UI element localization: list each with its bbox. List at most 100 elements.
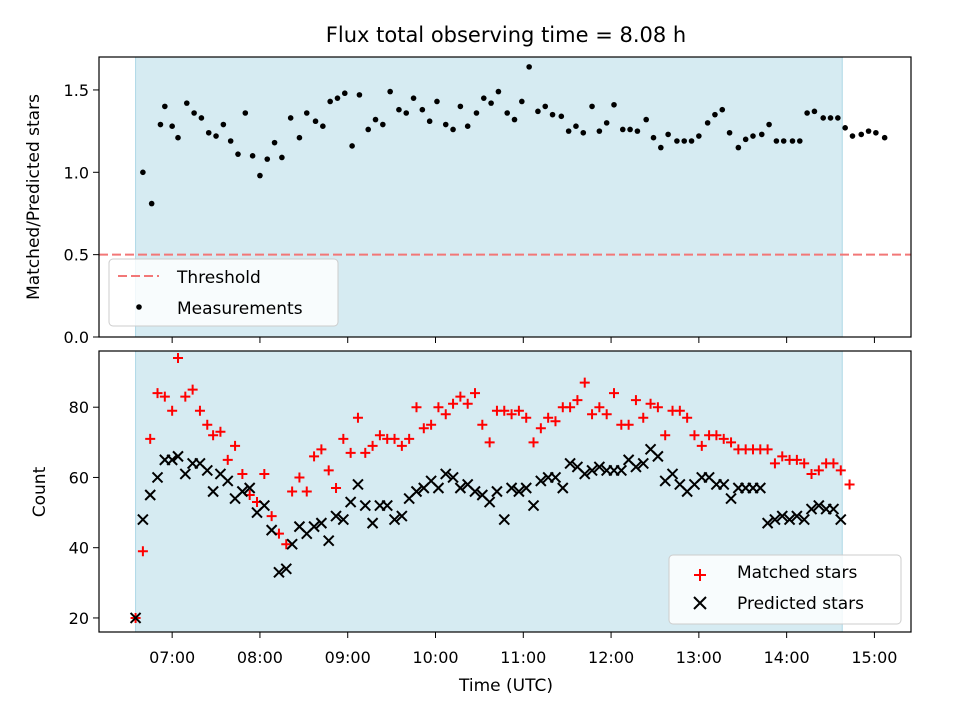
measurement-point: [349, 143, 355, 149]
measurement-point: [169, 123, 175, 129]
matched-star-point: [572, 395, 583, 406]
matched-star-point: [222, 454, 233, 465]
matched-star-point: [152, 388, 163, 399]
measurement-point: [312, 118, 319, 125]
measurement-point: [842, 125, 848, 131]
matched-star-point: [418, 423, 429, 434]
measurement-point: [643, 116, 649, 123]
measurement-point: [410, 95, 417, 101]
measurement-point: [558, 113, 565, 120]
measurement-point: [183, 100, 190, 106]
measurement-point: [372, 116, 379, 123]
y-tick-label: 40: [69, 539, 89, 558]
matched-star-point: [230, 440, 241, 451]
predicted-star-point: [666, 468, 679, 480]
measurement-point: [213, 133, 219, 139]
matched-star-point: [281, 539, 292, 550]
predicted-star-point: [286, 538, 298, 550]
measurement-point: [658, 144, 664, 151]
predicted-star-point: [144, 489, 156, 501]
predicted-star-point: [718, 478, 730, 491]
matched-star-point: [652, 402, 663, 413]
measurement-point: [573, 123, 579, 129]
legend-measurements-swatch: [136, 304, 142, 310]
measurement-point: [619, 126, 626, 133]
matched-star-point: [187, 384, 198, 395]
measurement-point: [442, 121, 449, 128]
predicted-star-point: [798, 513, 810, 526]
predicted-star-point: [166, 454, 178, 466]
measurement-point: [735, 144, 742, 151]
predicted-star-point: [813, 499, 825, 512]
top-axes-frame: [98, 56, 912, 338]
matched-star-point: [477, 419, 488, 430]
matched-star-point: [594, 402, 605, 413]
predicted-star-point: [308, 520, 320, 533]
matched-star-point: [316, 444, 327, 455]
matched-star-point: [513, 405, 524, 416]
matched-star-point: [769, 458, 780, 469]
matched-star-point: [550, 416, 561, 427]
matched-star-point: [528, 437, 539, 448]
predicted-star-point: [359, 499, 371, 512]
x-tick-label: 14:00: [764, 648, 810, 667]
matched-star-point: [813, 465, 824, 476]
measurement-point: [542, 103, 549, 110]
legend-predicted-swatch: [693, 596, 707, 610]
measurement-point: [140, 169, 146, 176]
measurement-point: [820, 115, 827, 121]
x-tick-label: 07:00: [149, 648, 195, 667]
bottom-legend: Matched stars Predicted stars: [668, 554, 902, 625]
measurement-point: [634, 128, 641, 134]
predicted-star-point: [498, 513, 510, 526]
measurement-point: [719, 106, 726, 113]
matched-star-point: [806, 468, 817, 479]
predicted-star-point: [137, 513, 149, 526]
matched-star-point: [145, 433, 156, 444]
y-tick-label: 1.5: [64, 81, 89, 100]
matched-star-point: [352, 412, 363, 423]
legend-box: [108, 258, 339, 327]
predicted-star-point: [265, 524, 278, 536]
measurement-point: [334, 95, 341, 101]
x-tick-label: 10:00: [412, 648, 458, 667]
matched-star-point: [543, 412, 554, 423]
predicted-star-point: [207, 485, 219, 498]
predicted-star-point: [280, 563, 292, 575]
legend-threshold-label: Threshold: [176, 268, 261, 288]
measurement-point: [480, 95, 487, 101]
predicted-star-point: [151, 471, 164, 484]
predicted-star-point: [243, 482, 256, 494]
measurement-point: [849, 133, 856, 139]
measurement-point: [789, 138, 796, 144]
predicted-star-point: [483, 496, 496, 508]
matched-star-point: [762, 444, 773, 455]
matched-star-point: [426, 419, 437, 430]
matched-star-point: [194, 405, 205, 416]
measurement-point: [565, 128, 572, 134]
predicted-star-point: [630, 461, 642, 473]
predicted-star-point: [491, 485, 503, 498]
predicted-star-point: [652, 450, 664, 463]
y-tick-label: 20: [69, 609, 89, 628]
measurement-point: [742, 136, 749, 143]
predicted-star-point: [330, 510, 342, 522]
predicted-star-point: [564, 457, 576, 470]
matched-star-point: [338, 433, 349, 444]
measurement-point: [380, 121, 386, 128]
measurement-point: [865, 128, 872, 134]
matched-star-point: [159, 391, 170, 402]
measurement-point: [426, 118, 433, 125]
measurement-point: [205, 129, 212, 136]
measurement-point: [811, 108, 818, 115]
measurement-point: [881, 134, 888, 141]
matched-star-point: [367, 440, 378, 451]
matched-star-point: [309, 451, 320, 462]
matched-star-point: [470, 388, 481, 399]
measurement-point: [681, 138, 688, 144]
predicted-star-point: [172, 450, 184, 463]
measurement-point: [279, 154, 285, 161]
measurement-point: [519, 98, 525, 105]
measurement-point: [589, 103, 595, 110]
predicted-star-point: [396, 510, 408, 522]
